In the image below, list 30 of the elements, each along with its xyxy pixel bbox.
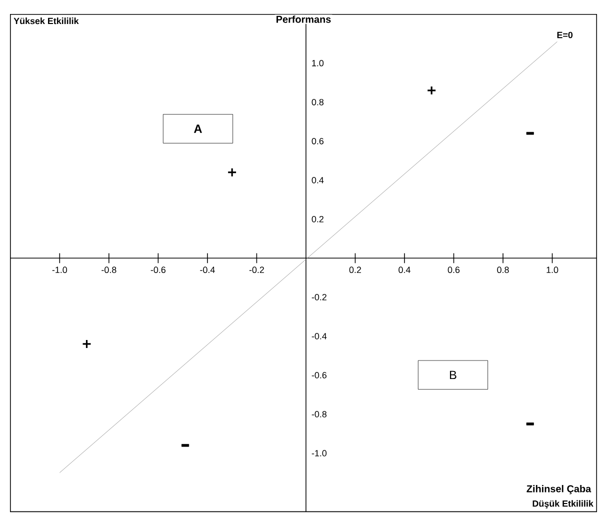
- series-label: E=0: [557, 32, 573, 38]
- annotation: A: [194, 124, 202, 133]
- y-tick-label: -0.2: [312, 294, 326, 300]
- y-tick-label: 0.2: [312, 216, 324, 222]
- x-axis-title: Zihinsel Çaba: [526, 484, 592, 494]
- y-tick-label: -1.0: [312, 450, 327, 456]
- y-tick-label: -0.6: [312, 372, 326, 378]
- annotation: Yüksek Etkililik: [14, 18, 79, 24]
- y-tick-label: 1.0: [312, 60, 324, 66]
- y-tick-label: 0.4: [312, 176, 324, 184]
- y-tick-label: 0.8: [312, 98, 324, 106]
- x-tick-label: 1.0: [546, 266, 558, 273]
- x-tick-label: -1.0: [52, 266, 68, 273]
- y-tick-label: -0.4: [312, 332, 327, 340]
- x-tick-label: -0.2: [249, 266, 264, 273]
- point: [227, 168, 237, 178]
- y-axis-title: Performans: [276, 16, 331, 23]
- annotation: B: [450, 370, 456, 379]
- annotation: Düşük Etkililik: [532, 500, 594, 508]
- x-tick-label: 0.4: [398, 266, 410, 273]
- y-tick-label: 0.6: [312, 138, 324, 144]
- point: [82, 339, 92, 349]
- x-tick-label: 0.2: [349, 266, 361, 273]
- x-tick-label: -0.8: [102, 266, 116, 273]
- x-tick-label: -0.4: [200, 266, 215, 273]
- y-tick-label: -0.8: [312, 410, 326, 418]
- x-tick-label: 0.6: [448, 266, 460, 273]
- x-tick-label: -0.6: [150, 266, 166, 273]
- point: [426, 86, 436, 96]
- x-tick-label: 0.8: [497, 266, 509, 273]
